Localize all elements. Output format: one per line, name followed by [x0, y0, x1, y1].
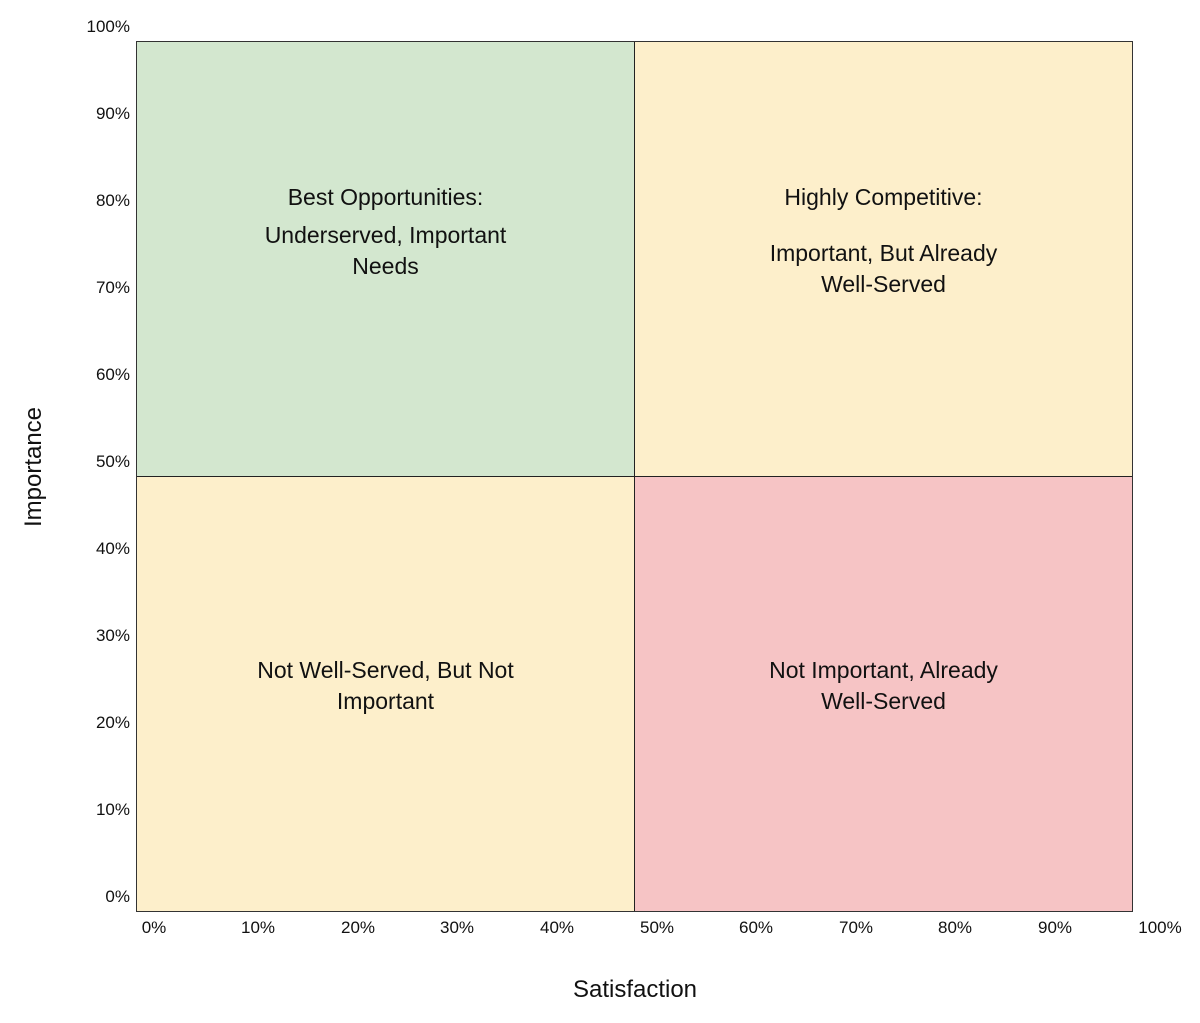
y-tick: 30% — [95, 626, 130, 645]
y-tick: 60% — [95, 365, 130, 384]
x-tick: 100% — [1138, 918, 1182, 937]
quadrant-text: Well-Served — [821, 688, 946, 714]
x-tick: 30% — [439, 918, 475, 937]
x-tick: 60% — [738, 918, 774, 937]
x-tick: 0% — [141, 918, 167, 937]
quadrant-best-opportunities: Best Opportunities: Underserved, Importa… — [137, 42, 635, 477]
y-tick: 50% — [95, 452, 130, 471]
y-tick: 10% — [95, 800, 130, 819]
x-tick: 50% — [639, 918, 675, 937]
x-tick: 80% — [937, 918, 973, 937]
x-tick: 90% — [1037, 918, 1073, 937]
quadrant-not-well-served-not-important: Not Well-Served, But Not Important — [137, 477, 635, 911]
x-tick: 40% — [539, 918, 575, 937]
quadrant-highly-competitive: Highly Competitive: Important, But Alrea… — [635, 42, 1132, 477]
quadrant-title: Best Opportunities: — [287, 184, 484, 210]
quadrant-not-important-well-served: Not Important, Already Well-Served — [635, 477, 1132, 911]
quadrant-text: Not Important, Already — [769, 657, 998, 683]
y-tick: 20% — [95, 713, 130, 732]
quadrant-text: Well-Served — [821, 271, 946, 297]
y-axis-label: Importance — [20, 406, 47, 528]
x-tick: 10% — [240, 918, 276, 937]
x-tick: 20% — [340, 918, 376, 937]
quadrant-text: Underserved, Important — [264, 222, 507, 248]
y-tick: 70% — [95, 278, 130, 297]
y-tick: 90% — [95, 104, 130, 123]
y-tick: 80% — [95, 191, 130, 210]
quadrant-text: Not Well-Served, But Not — [257, 657, 514, 683]
y-tick: 100% — [86, 17, 130, 36]
quadrant-text: Needs — [352, 253, 419, 279]
y-tick: 40% — [95, 539, 130, 558]
x-tick: 70% — [838, 918, 874, 937]
x-axis-label: Satisfaction — [572, 976, 698, 1003]
quadrant-text: Important — [336, 688, 435, 714]
quadrant-title: Highly Competitive: — [784, 184, 983, 210]
y-tick: 0% — [105, 887, 130, 906]
quadrant-plot-area: Best Opportunities: Underserved, Importa… — [136, 41, 1133, 912]
quadrant-text: Important, But Already — [769, 240, 998, 266]
